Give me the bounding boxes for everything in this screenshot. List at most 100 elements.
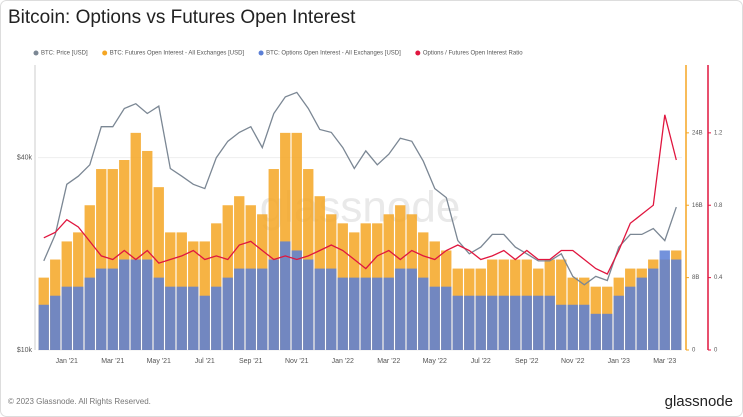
y3-tick-label: 0.4 bbox=[714, 275, 723, 281]
legend-swatch bbox=[102, 50, 108, 56]
bar bbox=[50, 295, 61, 350]
bar bbox=[671, 259, 682, 350]
bar bbox=[188, 286, 199, 350]
bar bbox=[441, 286, 452, 350]
legend-label: BTC: Futures Open Interest - All Exchang… bbox=[110, 51, 245, 57]
bar bbox=[418, 277, 429, 350]
bar bbox=[176, 286, 187, 350]
bar bbox=[165, 286, 176, 350]
bar bbox=[337, 277, 348, 350]
bar bbox=[119, 160, 130, 350]
y2-tick-label: 0 bbox=[692, 348, 696, 354]
bar bbox=[142, 259, 153, 350]
footer: © 2023 Glassnode. All Rights Reserved. bbox=[8, 397, 151, 406]
x-tick-label: Jan '22 bbox=[332, 358, 354, 365]
bar bbox=[659, 250, 670, 350]
bar bbox=[61, 286, 72, 350]
bar bbox=[84, 277, 95, 350]
y2-tick-label: 16B bbox=[692, 203, 703, 209]
x-tick-label: Nov '22 bbox=[561, 358, 585, 365]
bar bbox=[383, 277, 394, 350]
bar bbox=[153, 277, 164, 350]
bar bbox=[533, 295, 544, 350]
y-tick-label: $40k bbox=[17, 155, 33, 162]
bar bbox=[360, 277, 371, 350]
x-tick-label: May '22 bbox=[423, 358, 447, 365]
y-tick-label: $10k bbox=[17, 347, 33, 354]
bar bbox=[625, 286, 636, 350]
bar bbox=[291, 250, 302, 350]
bar bbox=[245, 268, 256, 350]
bar bbox=[648, 268, 659, 350]
bar bbox=[613, 295, 624, 350]
bar bbox=[567, 304, 578, 350]
bar bbox=[199, 295, 210, 350]
bar bbox=[211, 286, 222, 350]
x-tick-label: Jul '21 bbox=[195, 358, 215, 365]
bar bbox=[326, 268, 337, 350]
legend-swatch bbox=[33, 50, 39, 56]
bar bbox=[130, 259, 141, 350]
x-tick-label: May '21 bbox=[147, 358, 171, 365]
bar bbox=[452, 295, 463, 350]
bar bbox=[475, 295, 486, 350]
bar bbox=[280, 241, 291, 350]
y3-tick-label: 0.8 bbox=[714, 203, 723, 209]
bar bbox=[107, 268, 118, 350]
x-tick-label: Jan '21 bbox=[56, 358, 78, 365]
bar bbox=[96, 169, 107, 350]
bar bbox=[349, 277, 360, 350]
bar bbox=[487, 295, 498, 350]
bar bbox=[38, 304, 49, 350]
bar bbox=[590, 313, 601, 350]
bar bbox=[257, 268, 268, 350]
legend-label: BTC: Options Open Interest - All Exchang… bbox=[266, 51, 401, 57]
bar bbox=[119, 259, 130, 350]
x-tick-label: Sep '21 bbox=[239, 358, 263, 365]
x-tick-label: Nov '21 bbox=[285, 358, 309, 365]
bar bbox=[234, 268, 245, 350]
x-tick-label: Mar '21 bbox=[101, 358, 124, 365]
bar bbox=[602, 313, 613, 350]
x-tick-label: Jul '22 bbox=[471, 358, 491, 365]
line bbox=[43, 114, 677, 275]
bar bbox=[130, 132, 141, 350]
bar bbox=[96, 268, 107, 350]
bar bbox=[429, 286, 440, 350]
bar bbox=[372, 277, 383, 350]
legend-label: BTC: Price [USD] bbox=[41, 51, 88, 57]
bar bbox=[521, 295, 532, 350]
bar bbox=[73, 286, 84, 350]
bar bbox=[636, 277, 647, 350]
bar bbox=[222, 277, 233, 350]
bar bbox=[153, 187, 164, 350]
bar bbox=[464, 295, 475, 350]
bar bbox=[579, 304, 590, 350]
bar bbox=[314, 268, 325, 350]
logo: glassnode bbox=[665, 393, 733, 410]
bar bbox=[498, 295, 509, 350]
legend-label: Options / Futures Open Interest Ratio bbox=[423, 51, 523, 57]
legend-swatch bbox=[415, 50, 421, 56]
x-tick-label: Jan '23 bbox=[608, 358, 630, 365]
bar bbox=[510, 295, 521, 350]
bar bbox=[268, 259, 279, 350]
x-tick-label: Sep '22 bbox=[515, 358, 539, 365]
bar bbox=[406, 268, 417, 350]
y3-tick-label: 0 bbox=[714, 348, 718, 354]
y2-tick-label: 24B bbox=[692, 130, 703, 136]
bar bbox=[291, 132, 302, 350]
y3-tick-label: 1.2 bbox=[714, 130, 723, 136]
chart-title: Bitcoin: Options vs Futures Open Interes… bbox=[8, 7, 356, 28]
bar bbox=[544, 295, 555, 350]
bar bbox=[303, 259, 314, 350]
x-tick-label: Mar '23 bbox=[653, 358, 676, 365]
bar bbox=[395, 268, 406, 350]
bar bbox=[556, 304, 567, 350]
y2-tick-label: 8B bbox=[692, 275, 699, 281]
legend-swatch bbox=[258, 50, 264, 56]
x-tick-label: Mar '22 bbox=[377, 358, 400, 365]
line bbox=[43, 91, 677, 286]
